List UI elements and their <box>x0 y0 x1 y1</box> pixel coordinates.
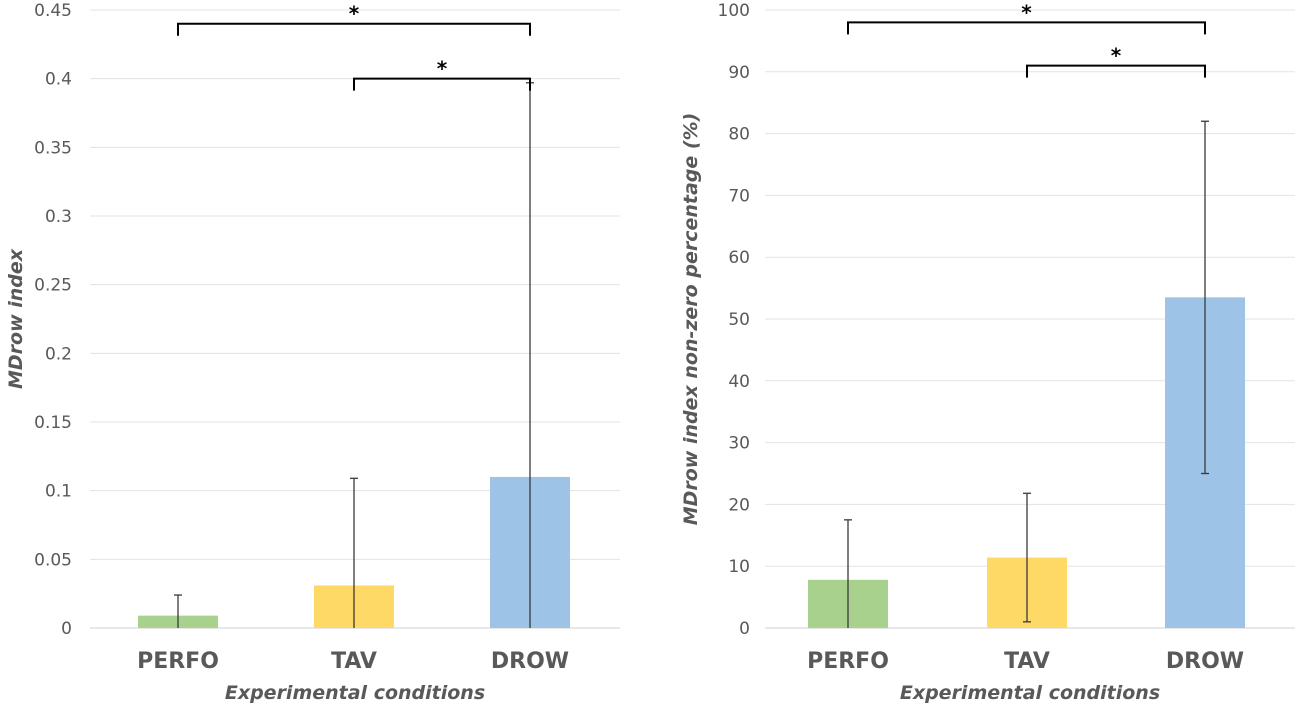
significance-star: * <box>349 2 360 26</box>
x-tick-label-perfo: PERFO <box>807 649 889 674</box>
chart-mdrow-nonzero-percentage: 0 10 20 30 40 50 60 70 80 90 100 PERFO TAV DROW * * Expe… <box>680 0 1295 704</box>
significance-bracket <box>1026 64 1206 78</box>
y-tick-label: 50 <box>728 310 750 330</box>
x-tick-label-drow: DROW <box>491 649 569 674</box>
y-tick-label: 90 <box>728 63 750 83</box>
y-tick-label: 0.3 <box>45 207 72 227</box>
significance-star: * <box>1021 0 1032 24</box>
x-tick-label-drow: DROW <box>1166 649 1244 674</box>
y-tick-label: 80 <box>728 125 750 145</box>
x-tick-label-tav: TAV <box>1004 649 1050 674</box>
x-tick-label-tav: TAV <box>331 649 377 674</box>
y-tick-label: 0.4 <box>45 70 72 90</box>
x-tick-label-perfo: PERFO <box>137 649 219 674</box>
chart-mdrow-index: 0 0.05 0.1 0.15 0.2 0.25 0.3 0.35 0.4 0.45 PERFO TA… <box>5 1 620 704</box>
y-tick-label: 0.1 <box>45 482 72 502</box>
y-tick-label: 0.45 <box>34 1 72 21</box>
y-tick-label: 0 <box>61 619 72 639</box>
y-tick-label: 100 <box>718 1 750 21</box>
significance-bracket <box>177 22 531 36</box>
y-tick-label: 10 <box>728 557 750 577</box>
y-axis-title: MDrow index <box>5 248 27 389</box>
y-tick-label: 0.25 <box>34 276 72 296</box>
x-axis-title: Experimental conditions <box>225 682 485 704</box>
y-tick-label: 0.2 <box>45 344 72 364</box>
significance-star: * <box>1111 44 1122 68</box>
y-tick-label: 60 <box>728 248 750 268</box>
y-tick-label: 40 <box>728 372 750 392</box>
significance-bracket <box>353 77 531 91</box>
y-tick-label: 0.05 <box>34 550 72 570</box>
significance-star: * <box>437 57 448 81</box>
y-tick-label: 70 <box>728 186 750 206</box>
y-tick-label: 20 <box>728 495 750 515</box>
y-tick-label: 30 <box>728 434 750 454</box>
y-tick-label: 0.35 <box>34 138 72 158</box>
y-tick-label: 0 <box>739 619 750 639</box>
y-tick-label: 0.15 <box>34 413 72 433</box>
significance-bracket <box>847 21 1206 35</box>
y-axis-title: MDrow index non-zero percentage (%) <box>680 113 702 526</box>
x-axis-title: Experimental conditions <box>900 682 1160 704</box>
